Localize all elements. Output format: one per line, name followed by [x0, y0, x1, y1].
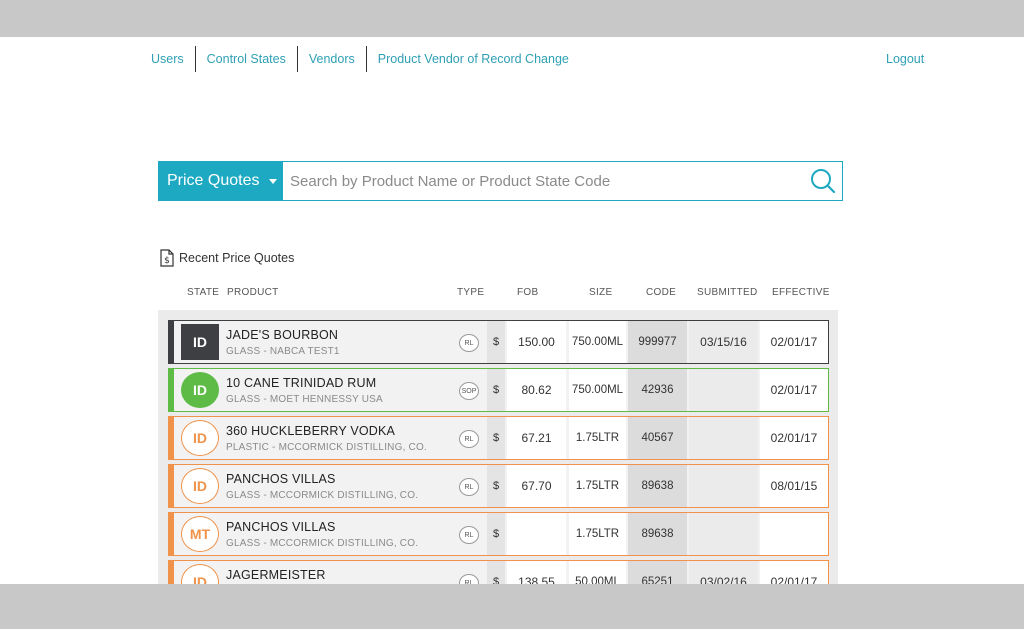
code-cell: 89638 — [628, 513, 687, 555]
column-header-state: STATE — [187, 287, 220, 298]
fob-cell: 67.21 — [507, 417, 566, 459]
submitted-cell — [689, 465, 758, 507]
table-row[interactable]: ID 10 CANE TRINIDAD RUM GLASS - MOET HENNE… — [168, 368, 829, 412]
top-nav: Users Control States Vendors Product Ven… — [151, 46, 580, 72]
product-subtitle: GLASS - MCCORMICK DISTILLING, CO. — [226, 538, 419, 549]
logout-link[interactable]: Logout — [886, 52, 925, 66]
size-cell: 1.75LTR — [569, 465, 626, 507]
nav-vendors-link[interactable]: Vendors — [296, 46, 366, 72]
row-status-bar — [168, 560, 174, 584]
row-status-bar — [168, 416, 174, 460]
effective-cell — [760, 513, 828, 555]
column-header-product: PRODUCT — [227, 287, 279, 298]
currency-symbol: $ — [487, 417, 505, 459]
section-title: $ Recent Price Quotes — [160, 249, 294, 267]
effective-cell: 02/01/17 — [760, 417, 828, 459]
currency-symbol: $ — [487, 561, 505, 584]
state-badge: ID — [181, 468, 219, 504]
table-row[interactable]: ID 360 HUCKLEBERRY VODKA PLASTIC - MCCORMI… — [168, 416, 829, 460]
row-status-bar — [168, 320, 174, 364]
type-badge: RL — [459, 526, 479, 544]
state-badge: ID — [181, 372, 219, 408]
currency-symbol: $ — [487, 513, 505, 555]
product-subtitle: PLASTIC - MCCORMICK DISTILLING, CO. — [226, 442, 427, 453]
submitted-cell: 03/02/16 — [689, 561, 758, 584]
type-badge: RL — [459, 478, 479, 496]
column-header-size: SIZE — [589, 287, 613, 298]
fob-cell: 80.62 — [507, 369, 566, 411]
effective-cell: 08/01/15 — [760, 465, 828, 507]
currency-symbol: $ — [487, 321, 505, 363]
product-name: PANCHOS VILLAS — [226, 472, 336, 486]
search-type-dropdown[interactable]: Price Quotes — [159, 162, 283, 200]
submitted-cell — [689, 369, 758, 411]
search-input[interactable] — [283, 162, 804, 200]
product-name: 360 HUCKLEBERRY VODKA — [226, 424, 396, 438]
product-name: PANCHOS VILLAS — [226, 520, 336, 534]
nav-control-states-link[interactable]: Control States — [194, 46, 297, 72]
type-badge: SOP — [459, 382, 479, 400]
code-cell: 65251 — [628, 561, 687, 584]
type-badge: RL — [459, 430, 479, 448]
code-cell: 89638 — [628, 465, 687, 507]
table-row[interactable]: MT PANCHOS VILLAS GLASS - MCCORMICK DISTIL… — [168, 512, 829, 556]
currency-symbol: $ — [487, 369, 505, 411]
column-header-fob: FOB — [517, 287, 539, 298]
product-subtitle: GLASS - MOET HENNESSY USA — [226, 394, 383, 405]
search-button[interactable] — [804, 162, 842, 200]
state-badge: MT — [181, 516, 219, 552]
row-status-bar — [168, 512, 174, 556]
effective-cell: 02/01/17 — [760, 321, 828, 363]
page: Users Control States Vendors Product Ven… — [0, 37, 1024, 584]
section-title-text: Recent Price Quotes — [179, 251, 295, 265]
price-quotes-table: ID JADE'S BOURBON GLASS - NABCA TEST1 RL $15… — [158, 310, 838, 584]
search-icon — [811, 169, 836, 194]
column-header-type: TYPE — [457, 287, 485, 298]
type-badge: RL — [459, 574, 479, 584]
state-badge: ID — [181, 420, 219, 456]
fob-cell: 138.55 — [507, 561, 566, 584]
effective-cell: 02/01/17 — [760, 561, 828, 584]
size-cell: 750.00ML — [569, 321, 626, 363]
column-header-effective: EFFECTIVE — [772, 287, 830, 298]
fob-cell — [507, 513, 566, 555]
code-cell: 999977 — [628, 321, 687, 363]
fob-cell: 67.70 — [507, 465, 566, 507]
search-type-label: Price Quotes — [167, 172, 260, 189]
code-cell: 42936 — [628, 369, 687, 411]
nav-product-vendor-change-link[interactable]: Product Vendor of Record Change — [365, 46, 580, 72]
price-document-icon: $ — [160, 249, 174, 267]
size-cell: 50.00ML — [569, 561, 626, 584]
type-badge: RL — [459, 334, 479, 352]
code-cell: 40567 — [628, 417, 687, 459]
fob-cell: 150.00 — [507, 321, 566, 363]
product-subtitle: GLASS - NABCA TEST1 — [226, 346, 340, 357]
search-bar: Price Quotes — [158, 161, 843, 201]
table-row[interactable]: ID PANCHOS VILLAS GLASS - MCCORMICK DISTIL… — [168, 464, 829, 508]
product-name: 10 CANE TRINIDAD RUM — [226, 376, 377, 390]
column-header-submitted: SUBMITTED — [697, 287, 758, 298]
row-status-bar — [168, 368, 174, 412]
svg-text:$: $ — [164, 256, 170, 266]
product-name: JADE'S BOURBON — [226, 328, 339, 342]
size-cell: 1.75LTR — [569, 513, 626, 555]
size-cell: 1.75LTR — [569, 417, 626, 459]
nav-users-link[interactable]: Users — [151, 52, 184, 66]
table-row[interactable]: ID JADE'S BOURBON GLASS - NABCA TEST1 RL $15… — [168, 320, 829, 364]
submitted-cell: 03/15/16 — [689, 321, 758, 363]
state-badge: ID — [181, 324, 219, 360]
size-cell: 750.00ML — [569, 369, 626, 411]
submitted-cell — [689, 417, 758, 459]
row-status-bar — [168, 464, 174, 508]
column-header-code: CODE — [646, 287, 677, 298]
currency-symbol: $ — [487, 465, 505, 507]
product-name: JAGERMEISTER — [226, 568, 326, 582]
submitted-cell — [689, 513, 758, 555]
state-badge: ID — [181, 564, 219, 584]
chevron-down-icon — [269, 178, 278, 184]
effective-cell: 02/01/17 — [760, 369, 828, 411]
product-subtitle: GLASS - MCCORMICK DISTILLING, CO. — [226, 490, 419, 501]
table-row[interactable]: ID JAGERMEISTER RL $138.55 50.00ML 65251 03/02… — [168, 560, 829, 584]
